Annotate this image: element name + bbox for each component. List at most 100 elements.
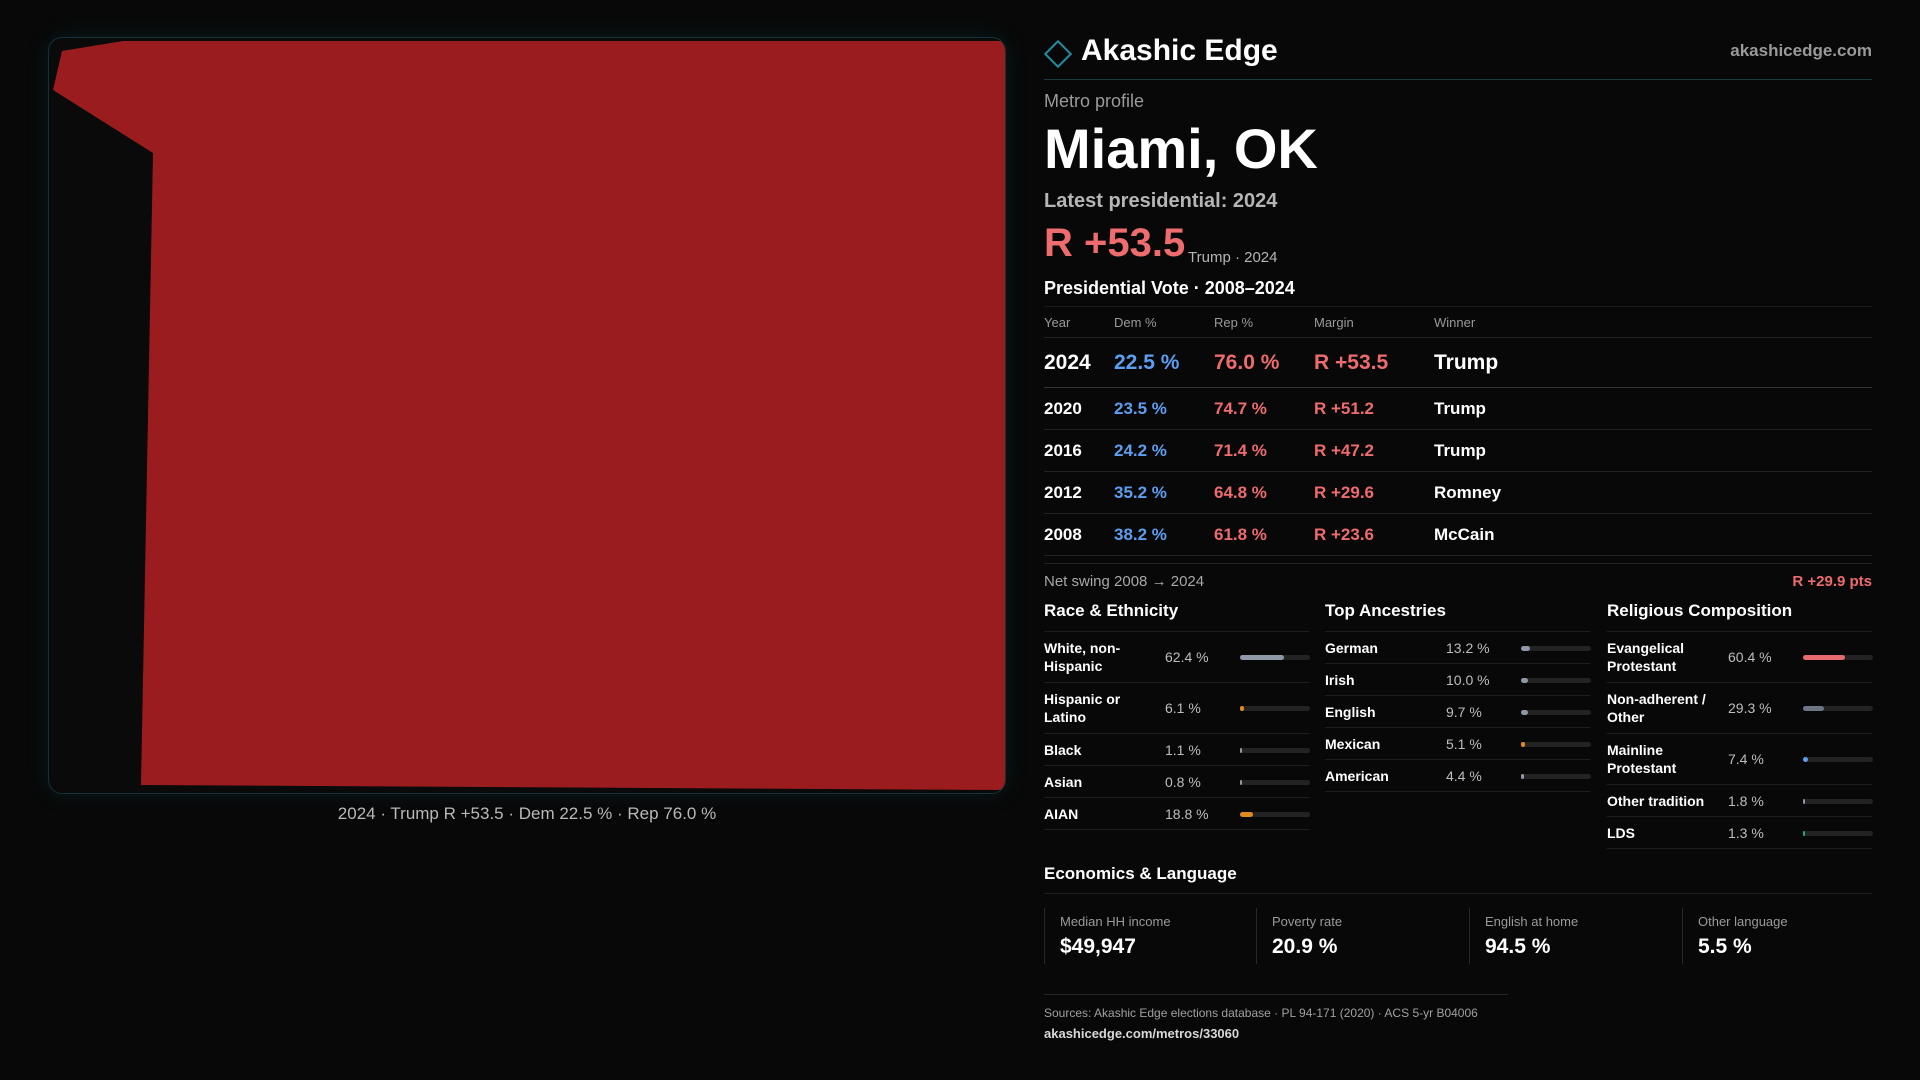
item-label: Hispanic or Latino bbox=[1044, 691, 1121, 725]
year-cell: 2020 bbox=[1044, 398, 1082, 418]
economics-title: Economics & Language bbox=[1044, 864, 1872, 894]
county-shape[interactable] bbox=[53, 41, 1006, 790]
list-item: American 4.4 % bbox=[1325, 760, 1591, 792]
list-item: White, non-Hispanic 62.4 % bbox=[1044, 632, 1310, 683]
list-item: Black 1.1 % bbox=[1044, 734, 1310, 766]
share-bar bbox=[1521, 677, 1591, 683]
section-title: Race & Ethnicity bbox=[1044, 601, 1309, 632]
margin-cell: R +47.2 bbox=[1314, 440, 1375, 460]
map-caption: 2024 · Trump R +53.5 · Dem 22.5 % · Rep … bbox=[337, 804, 717, 823]
dem-cell: 22.5 % bbox=[1114, 350, 1180, 374]
item-value: 5.1 % bbox=[1446, 735, 1482, 752]
share-bar-fill bbox=[1803, 757, 1809, 762]
winner-cell: Trump bbox=[1434, 350, 1499, 374]
rep-cell: 76.0 % bbox=[1214, 350, 1280, 374]
brand-name[interactable]: Akashic Edge bbox=[1081, 34, 1278, 67]
list-item: Other tradition 1.8 % bbox=[1607, 785, 1873, 817]
vote-table-header: Year Dem % Rep % Margin Winner bbox=[1044, 307, 1872, 338]
item-value: 1.8 % bbox=[1728, 792, 1764, 809]
share-bar bbox=[1240, 655, 1310, 660]
table-row: 2020 23.5 % 74.7 % R +51.2 Trump bbox=[1044, 388, 1872, 430]
share-bar-fill bbox=[1521, 677, 1528, 683]
winner-cell: Trump bbox=[1434, 440, 1486, 460]
map-panel[interactable] bbox=[48, 37, 1006, 794]
latest-margin: R +53.5 bbox=[1044, 221, 1186, 265]
stat-card-english: English at home 94.5 % bbox=[1469, 908, 1659, 964]
dem-cell: 38.2 % bbox=[1114, 524, 1167, 544]
share-bar-fill bbox=[1240, 779, 1242, 785]
section-title: Religious Composition bbox=[1607, 601, 1872, 632]
stat-card-income: Median HH income $49,947 bbox=[1044, 908, 1234, 964]
stat-label: English at home bbox=[1485, 914, 1579, 929]
stat-card-other-language: Other language 5.5 % bbox=[1682, 908, 1872, 964]
item-label: LDS bbox=[1607, 824, 1635, 841]
net-swing-value: R +29.9 pts bbox=[1792, 573, 1872, 590]
stat-value: 94.5 % bbox=[1485, 935, 1551, 958]
county-map bbox=[53, 41, 1006, 790]
share-bar bbox=[1803, 798, 1873, 804]
column-header-dem: Dem % bbox=[1114, 315, 1157, 330]
item-value: 0.8 % bbox=[1165, 773, 1201, 790]
list-item: Hispanic or Latino 6.1 % bbox=[1044, 683, 1310, 734]
share-bar-fill bbox=[1521, 709, 1528, 715]
vote-table: Year Dem % Rep % Margin Winner 2024 22.5… bbox=[1044, 306, 1872, 556]
share-bar bbox=[1803, 655, 1873, 660]
stat-label: Other language bbox=[1698, 914, 1788, 929]
net-swing-row: Net swing 2008 → 2024 R +29.9 pts bbox=[1044, 563, 1872, 593]
dem-cell: 35.2 % bbox=[1114, 482, 1167, 502]
list-item: Mexican 5.1 % bbox=[1325, 728, 1591, 760]
year-cell: 2012 bbox=[1044, 482, 1082, 502]
item-label: Other tradition bbox=[1607, 792, 1705, 809]
list-item: Irish 10.0 % bbox=[1325, 664, 1591, 696]
list-item: LDS 1.3 % bbox=[1607, 817, 1873, 849]
share-bar bbox=[1521, 773, 1591, 779]
winner-cell: McCain bbox=[1434, 524, 1495, 544]
column-header-margin: Margin bbox=[1314, 315, 1354, 330]
share-bar-fill bbox=[1803, 798, 1805, 804]
item-value: 62.4 % bbox=[1165, 649, 1209, 665]
item-label: AIAN bbox=[1044, 805, 1079, 822]
net-swing-label: Net swing 2008 → 2024 bbox=[1044, 573, 1205, 590]
item-value: 1.3 % bbox=[1728, 824, 1764, 841]
table-row: 2016 24.2 % 71.4 % R +47.2 Trump bbox=[1044, 430, 1872, 472]
page-kicker: Metro profile bbox=[1044, 91, 1145, 111]
rep-cell: 64.8 % bbox=[1214, 482, 1267, 502]
stat-card-poverty: Poverty rate 20.9 % bbox=[1256, 908, 1446, 964]
share-bar-fill bbox=[1803, 830, 1805, 836]
stat-label: Poverty rate bbox=[1272, 914, 1343, 929]
item-label: Mainline Protestant bbox=[1607, 742, 1677, 776]
share-bar-fill bbox=[1240, 655, 1284, 660]
page-url-link[interactable]: akashicedge.com/metros/33060 bbox=[1044, 1026, 1240, 1041]
column-header-winner: Winner bbox=[1434, 315, 1476, 330]
item-value: 29.3 % bbox=[1728, 700, 1772, 716]
latest-margin-note: Trump · 2024 bbox=[1188, 249, 1278, 266]
page-title: Miami, OK bbox=[1044, 117, 1318, 180]
item-label: Non-adherent / Other bbox=[1607, 691, 1706, 725]
item-label: American bbox=[1325, 767, 1389, 784]
share-bar bbox=[1240, 747, 1310, 753]
share-bar bbox=[1240, 811, 1310, 817]
share-bar-fill bbox=[1240, 747, 1242, 753]
item-label: English bbox=[1325, 703, 1376, 720]
list-item: Asian 0.8 % bbox=[1044, 766, 1310, 798]
year-cell: 2016 bbox=[1044, 440, 1082, 460]
column-header-rep: Rep % bbox=[1214, 315, 1254, 330]
stat-value: $49,947 bbox=[1060, 935, 1136, 958]
item-value: 60.4 % bbox=[1728, 649, 1772, 665]
share-bar bbox=[1803, 706, 1873, 711]
brand-header: Akashic Edge akashicedge.com bbox=[1043, 34, 1872, 80]
rep-cell: 71.4 % bbox=[1214, 440, 1267, 460]
item-value: 4.4 % bbox=[1446, 767, 1482, 784]
share-bar-fill bbox=[1803, 706, 1824, 711]
table-row: 2012 35.2 % 64.8 % R +29.6 Romney bbox=[1044, 472, 1872, 514]
item-value: 1.1 % bbox=[1165, 741, 1201, 758]
rep-cell: 74.7 % bbox=[1214, 398, 1267, 418]
sources-note: Sources: Akashic Edge elections database… bbox=[1044, 994, 1508, 1020]
winner-cell: Romney bbox=[1434, 482, 1502, 502]
vote-table-title: Presidential Vote · 2008–2024 bbox=[1044, 278, 1295, 298]
ancestries-section: Top Ancestries German 13.2 % Irish 10.0 … bbox=[1325, 601, 1591, 792]
item-label: Asian bbox=[1044, 773, 1083, 790]
year-cell: 2024 bbox=[1044, 350, 1091, 374]
brand-domain-link[interactable]: akashicedge.com bbox=[1730, 41, 1872, 60]
winner-cell: Trump bbox=[1434, 398, 1486, 418]
